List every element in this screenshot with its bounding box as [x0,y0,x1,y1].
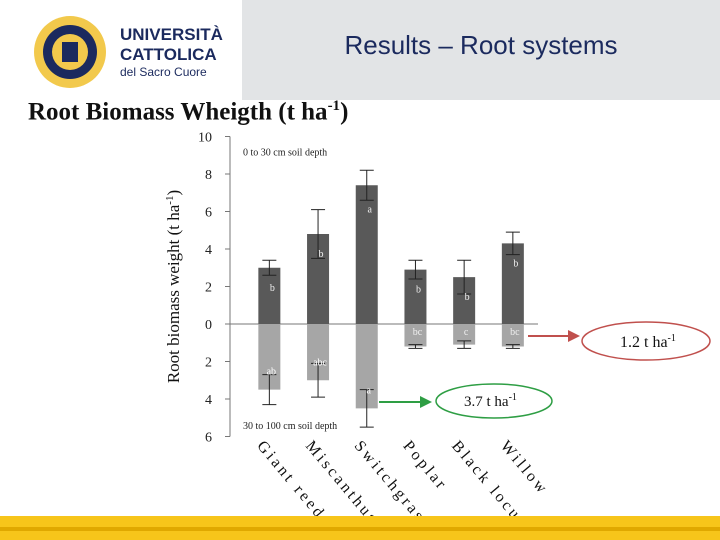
university-logo: UNIVERSITÀ CATTOLICA del Sacro Cuore [30,12,250,92]
upper-bar [307,234,330,324]
lower-section-label: 30 to 100 cm soil depth [243,421,337,432]
lower-bar [404,324,427,347]
chart-heading-sup: -1 [327,98,341,114]
y-tick-label: 6 [205,206,212,221]
y-axis-title: Root biomass weight (t ha-1) [164,190,183,383]
y-axis-title-close: ) [164,190,183,196]
lower-bar [501,324,524,347]
upper-sig-letter: b [513,258,518,269]
lower-bar [355,324,378,409]
upper-bar [404,269,427,324]
footer-bar [0,516,720,540]
upper-sig-letter: a [368,204,373,215]
upper-bar [355,185,378,324]
logo-text-line3: del Sacro Cuore [120,65,207,79]
upper-section-label: 0 to 30 cm soil depth [243,147,327,158]
annotation-3-7: 3.7 t ha-1 [464,392,517,410]
upper-bar [501,243,524,324]
upper-bar [258,267,281,324]
y-axis-title-sup: -1 [164,196,176,205]
y-tick-label: 8 [205,168,212,183]
y-tick-label: 4 [205,393,212,408]
y-tick-label: 0 [205,318,212,333]
upper-bar [453,277,476,324]
green-annotation-oval [435,383,553,419]
annotation-3-7-sup: -1 [509,392,517,403]
chart-bars [258,169,524,428]
lower-sig-letter: bc [413,327,423,338]
lower-sig-letter: a [367,385,372,396]
logo-graphic: UNIVERSITÀ CATTOLICA del Sacro Cuore [34,16,223,88]
lower-sig-letter: ab [267,367,276,378]
chart-heading-text: Root Biomass Wheigth (t ha [28,98,328,126]
logo-seal-figure [62,42,78,62]
chart-heading-close: ) [340,98,349,126]
lower-sig-letter: bc [510,327,520,338]
red-annotation-oval [581,321,711,361]
y-tick-label: 4 [205,243,212,258]
lower-bar [453,324,476,345]
annotation-1-2-sup: -1 [668,333,676,344]
lower-bar [307,324,330,381]
upper-sig-letter: b [465,292,470,303]
upper-sig-letter: b [416,285,421,296]
annotation-1-2: 1.2 t ha-1 [620,333,676,351]
title-bar: Results – Root systems [242,0,720,100]
chart-annotations: 1.2 t ha-13.7 t ha-1 [379,321,711,419]
upper-sig-letter: b [319,249,324,260]
upper-sig-letter: b [270,283,275,294]
y-tick-label: 10 [198,131,212,146]
y-tick-label: 6 [205,431,212,446]
lower-sig-letter: c [464,327,469,338]
green-arrow-head [420,396,432,408]
y-axis-title-text: Root biomass weight (t ha [164,204,183,383]
annotation-3-7-text: 3.7 t ha [464,394,509,410]
footer-stripe [0,527,720,531]
lower-bar [258,324,281,390]
logo-text-line2: CATTOLICA [120,45,217,64]
lower-sig-letter: abc [313,357,327,368]
annotation-1-2-text: 1.2 t ha [620,334,668,351]
chart-heading: Root Biomass Wheigth (t ha-1) [28,98,348,126]
logo-text-line1: UNIVERSITÀ [120,25,223,44]
x-category-label: Poplar [399,438,450,495]
red-arrow-head [568,330,580,342]
y-tick-label: 2 [205,281,212,296]
y-tick-label: 2 [205,356,212,371]
slide-title: Results – Root systems [344,30,618,60]
